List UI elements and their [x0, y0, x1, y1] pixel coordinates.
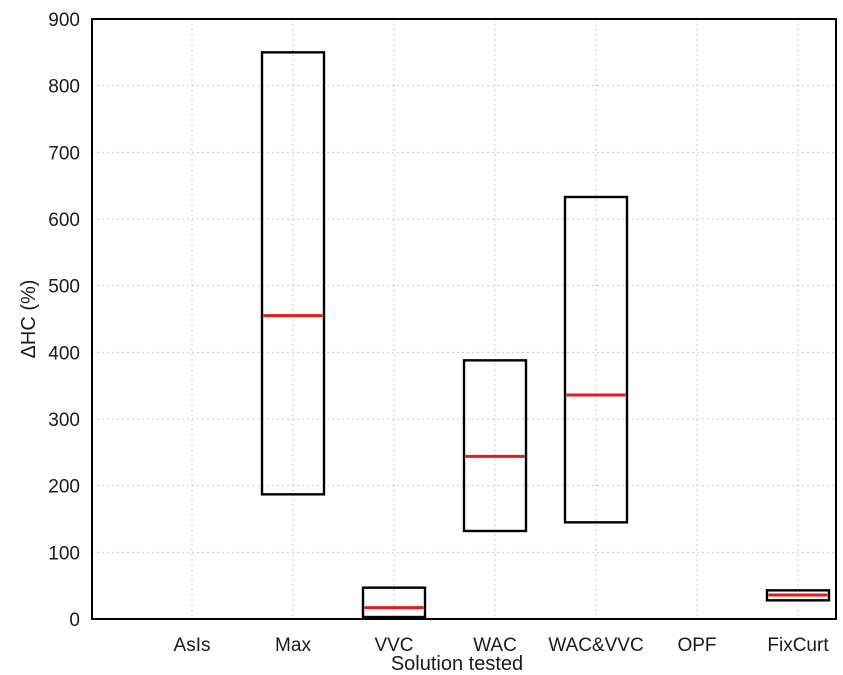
y-tick-label: 300 — [48, 410, 80, 431]
box-vvc — [361, 586, 427, 619]
box-max — [260, 51, 326, 496]
y-tick-labels: 0 100 200 300 400 500 600 700 800 900 — [48, 10, 80, 631]
vertical-gridlines — [191, 19, 799, 619]
box-fixcurt — [765, 589, 831, 602]
y-tick-label: 700 — [48, 143, 80, 164]
y-tick-label: 600 — [48, 210, 80, 231]
x-tick-label: WAC — [473, 635, 517, 656]
y-tick-label: 800 — [48, 77, 80, 98]
y-axis-title: ΔHC (%) — [18, 280, 40, 359]
x-tick-label: Max — [275, 635, 311, 656]
box-wac-vvc — [563, 195, 629, 524]
x-tick-label: VVC — [374, 635, 413, 656]
x-tick-labels: AsIs Max VVC WAC WAC&VVC OPF FixCurt — [174, 635, 830, 656]
box-series — [260, 51, 831, 619]
y-tick-label: 900 — [48, 10, 80, 31]
y-tick-label: 400 — [48, 343, 80, 364]
x-axis-title: Solution tested — [391, 653, 523, 675]
x-tick-label: WAC&VVC — [548, 635, 643, 656]
y-tick-label: 100 — [48, 543, 80, 564]
plot-frame — [91, 18, 837, 620]
median-series — [263, 314, 828, 610]
y-tick-label: 500 — [48, 277, 80, 298]
y-tick-label: 0 — [69, 610, 80, 631]
x-tick-label: FixCurt — [767, 635, 829, 656]
x-tick-label: OPF — [677, 635, 716, 656]
box-wac — [462, 359, 528, 533]
x-tick-label: AsIs — [174, 635, 211, 656]
y-tick-label: 200 — [48, 477, 80, 498]
